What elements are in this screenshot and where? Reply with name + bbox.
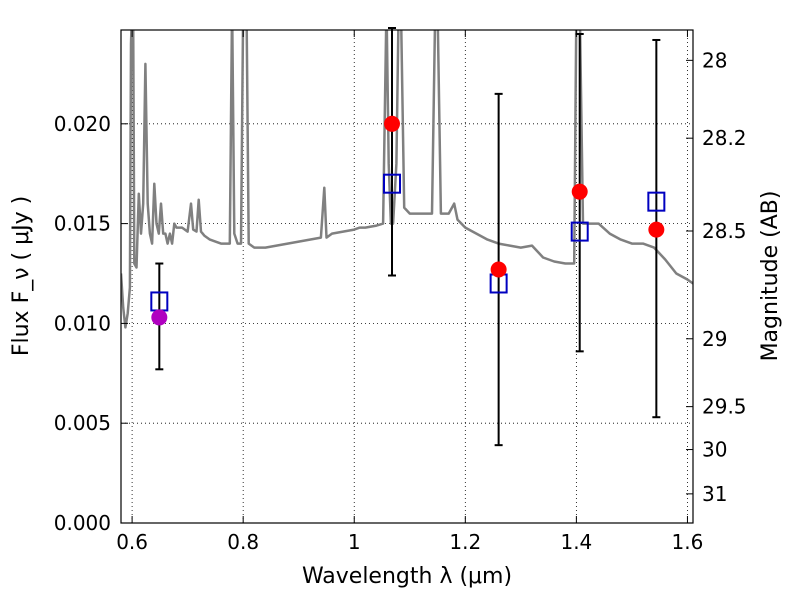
y-tick-label: 0.005 bbox=[54, 411, 111, 435]
x-tick-label: 1.2 bbox=[449, 530, 481, 554]
right-axis-ticks: 28 28.2 28.5 29 29.5 30 31 bbox=[686, 48, 747, 506]
x-tick-label: 0.8 bbox=[227, 530, 259, 554]
model-photometry-square bbox=[570, 221, 589, 242]
model-spectrum-line bbox=[121, 30, 693, 329]
x-tick-label: 0.6 bbox=[116, 530, 148, 554]
observed-points-layer bbox=[151, 115, 665, 326]
right-tick-label: 28.2 bbox=[702, 126, 747, 150]
observed-flux-point bbox=[151, 309, 168, 326]
x-tick-label: 1.4 bbox=[560, 530, 592, 554]
plot-background bbox=[121, 30, 693, 523]
x-tick-label: 1.6 bbox=[672, 530, 704, 554]
right-tick-label: 28 bbox=[702, 48, 727, 72]
observed-flux-point bbox=[648, 221, 665, 238]
y-tick-label: 0.010 bbox=[54, 311, 111, 335]
y-axis-ticks: 0.000 0.005 0.010 0.015 0.020 bbox=[54, 112, 128, 535]
x-axis-label: Wavelength λ (μm) bbox=[302, 564, 512, 589]
y-axis-label: Flux F_ν ( μJy ) bbox=[9, 196, 34, 356]
right-tick-label: 30 bbox=[702, 438, 727, 462]
x-tick-label: 1 bbox=[348, 530, 361, 554]
y-tick-label: 0.020 bbox=[54, 112, 111, 136]
right-tick-label: 28.5 bbox=[702, 219, 747, 243]
model-photometry-square bbox=[647, 191, 666, 212]
right-tick-label: 29 bbox=[702, 327, 727, 351]
right-axis-label: Magnitude (AB) bbox=[758, 191, 783, 362]
observed-flux-point bbox=[384, 115, 401, 132]
plot-frame bbox=[120, 29, 694, 524]
y-tick-label: 0.000 bbox=[54, 511, 111, 535]
right-tick-label: 31 bbox=[702, 482, 727, 506]
y-tick-label: 0.015 bbox=[54, 212, 111, 236]
x-axis-ticks: 0.6 0.8 1 1.2 1.4 1.6 bbox=[116, 30, 703, 554]
right-tick-label: 29.5 bbox=[702, 395, 747, 419]
spectrum-layer bbox=[121, 30, 693, 329]
observed-flux-point bbox=[571, 183, 588, 200]
model-photometry-square bbox=[383, 173, 402, 194]
observed-flux-point bbox=[490, 261, 507, 278]
